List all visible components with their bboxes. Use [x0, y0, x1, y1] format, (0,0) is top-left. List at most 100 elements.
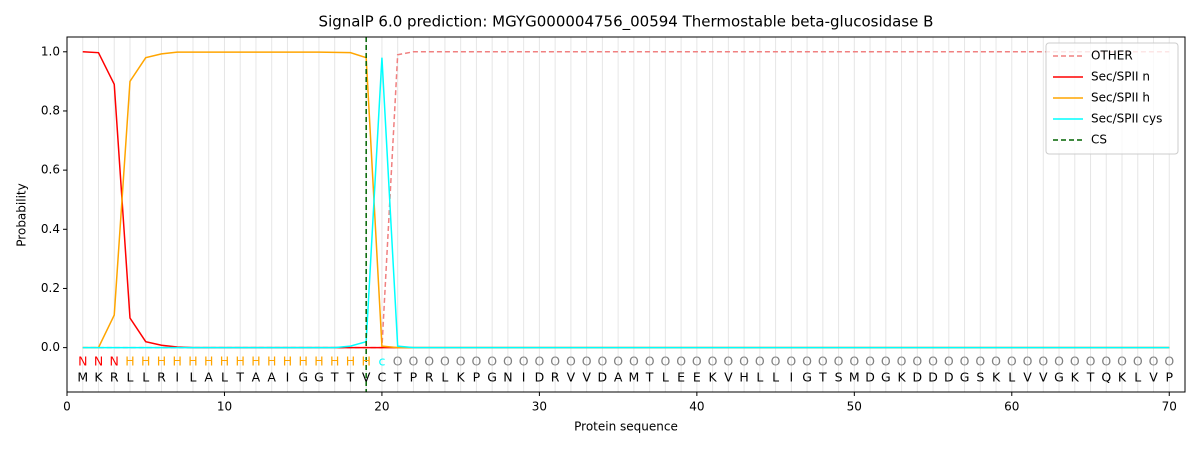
residue: L: [662, 370, 669, 385]
residue-label: H: [220, 353, 229, 368]
residue: A: [252, 370, 261, 385]
residue-label: O: [1164, 353, 1174, 368]
residue-label: O: [771, 353, 781, 368]
residue-label: O: [1117, 353, 1127, 368]
residue-label: H: [125, 353, 134, 368]
y-tick-label: 0.4: [41, 222, 60, 236]
residue: R: [110, 370, 119, 385]
residue-label: H: [283, 353, 292, 368]
residue: D: [944, 370, 954, 385]
residue-label: O: [660, 353, 670, 368]
y-axis-label: Probability: [15, 183, 29, 246]
x-tick-label: 60: [1004, 400, 1019, 414]
residue: I: [175, 370, 179, 385]
residue-label: O: [1086, 353, 1096, 368]
residue-label: H: [236, 353, 245, 368]
residue: P: [410, 370, 418, 385]
residue: V: [1039, 370, 1048, 385]
residue-label: O: [487, 353, 497, 368]
y-tick-label: 0.2: [41, 281, 60, 295]
legend-label: OTHER: [1091, 49, 1133, 63]
residue: I: [522, 370, 526, 385]
residue: V: [1023, 370, 1032, 385]
residue-label: O: [613, 353, 623, 368]
x-tick-label: 20: [374, 400, 389, 414]
residue: L: [441, 370, 448, 385]
residue: D: [535, 370, 545, 385]
residue-label: O: [1023, 353, 1033, 368]
residue: K: [457, 370, 466, 385]
residue-label: O: [440, 353, 450, 368]
residue: T: [818, 370, 827, 385]
residue: D: [912, 370, 922, 385]
residue: G: [487, 370, 497, 385]
legend-label: Sec/SPII h: [1091, 91, 1150, 105]
residue: R: [157, 370, 166, 385]
residue-label: O: [975, 353, 985, 368]
y-tick-label: 1.0: [41, 44, 60, 58]
residue-label: N: [78, 353, 87, 368]
residue-label: O: [645, 353, 655, 368]
residue: V: [582, 370, 591, 385]
residue-label: O: [1038, 353, 1048, 368]
residue-label: O: [739, 353, 749, 368]
residue: T: [645, 370, 654, 385]
residue-label: O: [456, 353, 466, 368]
residue-label: O: [960, 353, 970, 368]
residue-label: H: [361, 353, 370, 368]
residue-label: O: [818, 353, 828, 368]
residue-label: O: [519, 353, 529, 368]
residue: G: [314, 370, 324, 385]
residue-label: H: [157, 353, 166, 368]
residue: H: [739, 370, 748, 385]
residue: T: [330, 370, 339, 385]
residue: A: [614, 370, 623, 385]
residue: L: [1008, 370, 1015, 385]
residue: L: [142, 370, 149, 385]
residue: G: [298, 370, 308, 385]
residue: V: [724, 370, 733, 385]
residue-label: O: [1101, 353, 1111, 368]
legend-label: CS: [1091, 133, 1107, 147]
residue-label: H: [188, 353, 197, 368]
axes-frame: [66, 36, 1186, 393]
residue-label: H: [141, 353, 150, 368]
residue-label: O: [1054, 353, 1064, 368]
x-tick-label: 10: [217, 400, 232, 414]
residue-label: O: [550, 353, 560, 368]
x-tick-label: 0: [63, 400, 71, 414]
residue-label: O: [409, 353, 419, 368]
residue-label: H: [298, 353, 307, 368]
residue-label: O: [834, 353, 844, 368]
residue-label: H: [204, 353, 213, 368]
residue: L: [127, 370, 134, 385]
residue: Q: [1101, 370, 1111, 385]
residue-label: O: [692, 353, 702, 368]
residue: D: [598, 370, 608, 385]
residue-label: O: [393, 353, 403, 368]
residue: K: [94, 370, 103, 385]
residue: R: [425, 370, 434, 385]
residue-label: H: [314, 353, 323, 368]
legend-label: Sec/SPII n: [1091, 70, 1150, 84]
y-tick-label: 0.8: [41, 103, 60, 117]
residue: T: [393, 370, 402, 385]
residue-label: H: [267, 353, 276, 368]
residue: E: [693, 370, 701, 385]
residue-label: O: [991, 353, 1001, 368]
residue-label: O: [597, 353, 607, 368]
residue: D: [865, 370, 875, 385]
residue-label: O: [802, 353, 812, 368]
residue-label: O: [881, 353, 891, 368]
residue: C: [378, 370, 387, 385]
residue: R: [551, 370, 560, 385]
residue-label: O: [1149, 353, 1159, 368]
residue: L: [221, 370, 228, 385]
residue: K: [1071, 370, 1080, 385]
residue: N: [503, 370, 512, 385]
residue-label: O: [1070, 353, 1080, 368]
residue: M: [77, 370, 88, 385]
residue-label: O: [566, 353, 576, 368]
residue: V: [567, 370, 576, 385]
residue-label: O: [928, 353, 938, 368]
